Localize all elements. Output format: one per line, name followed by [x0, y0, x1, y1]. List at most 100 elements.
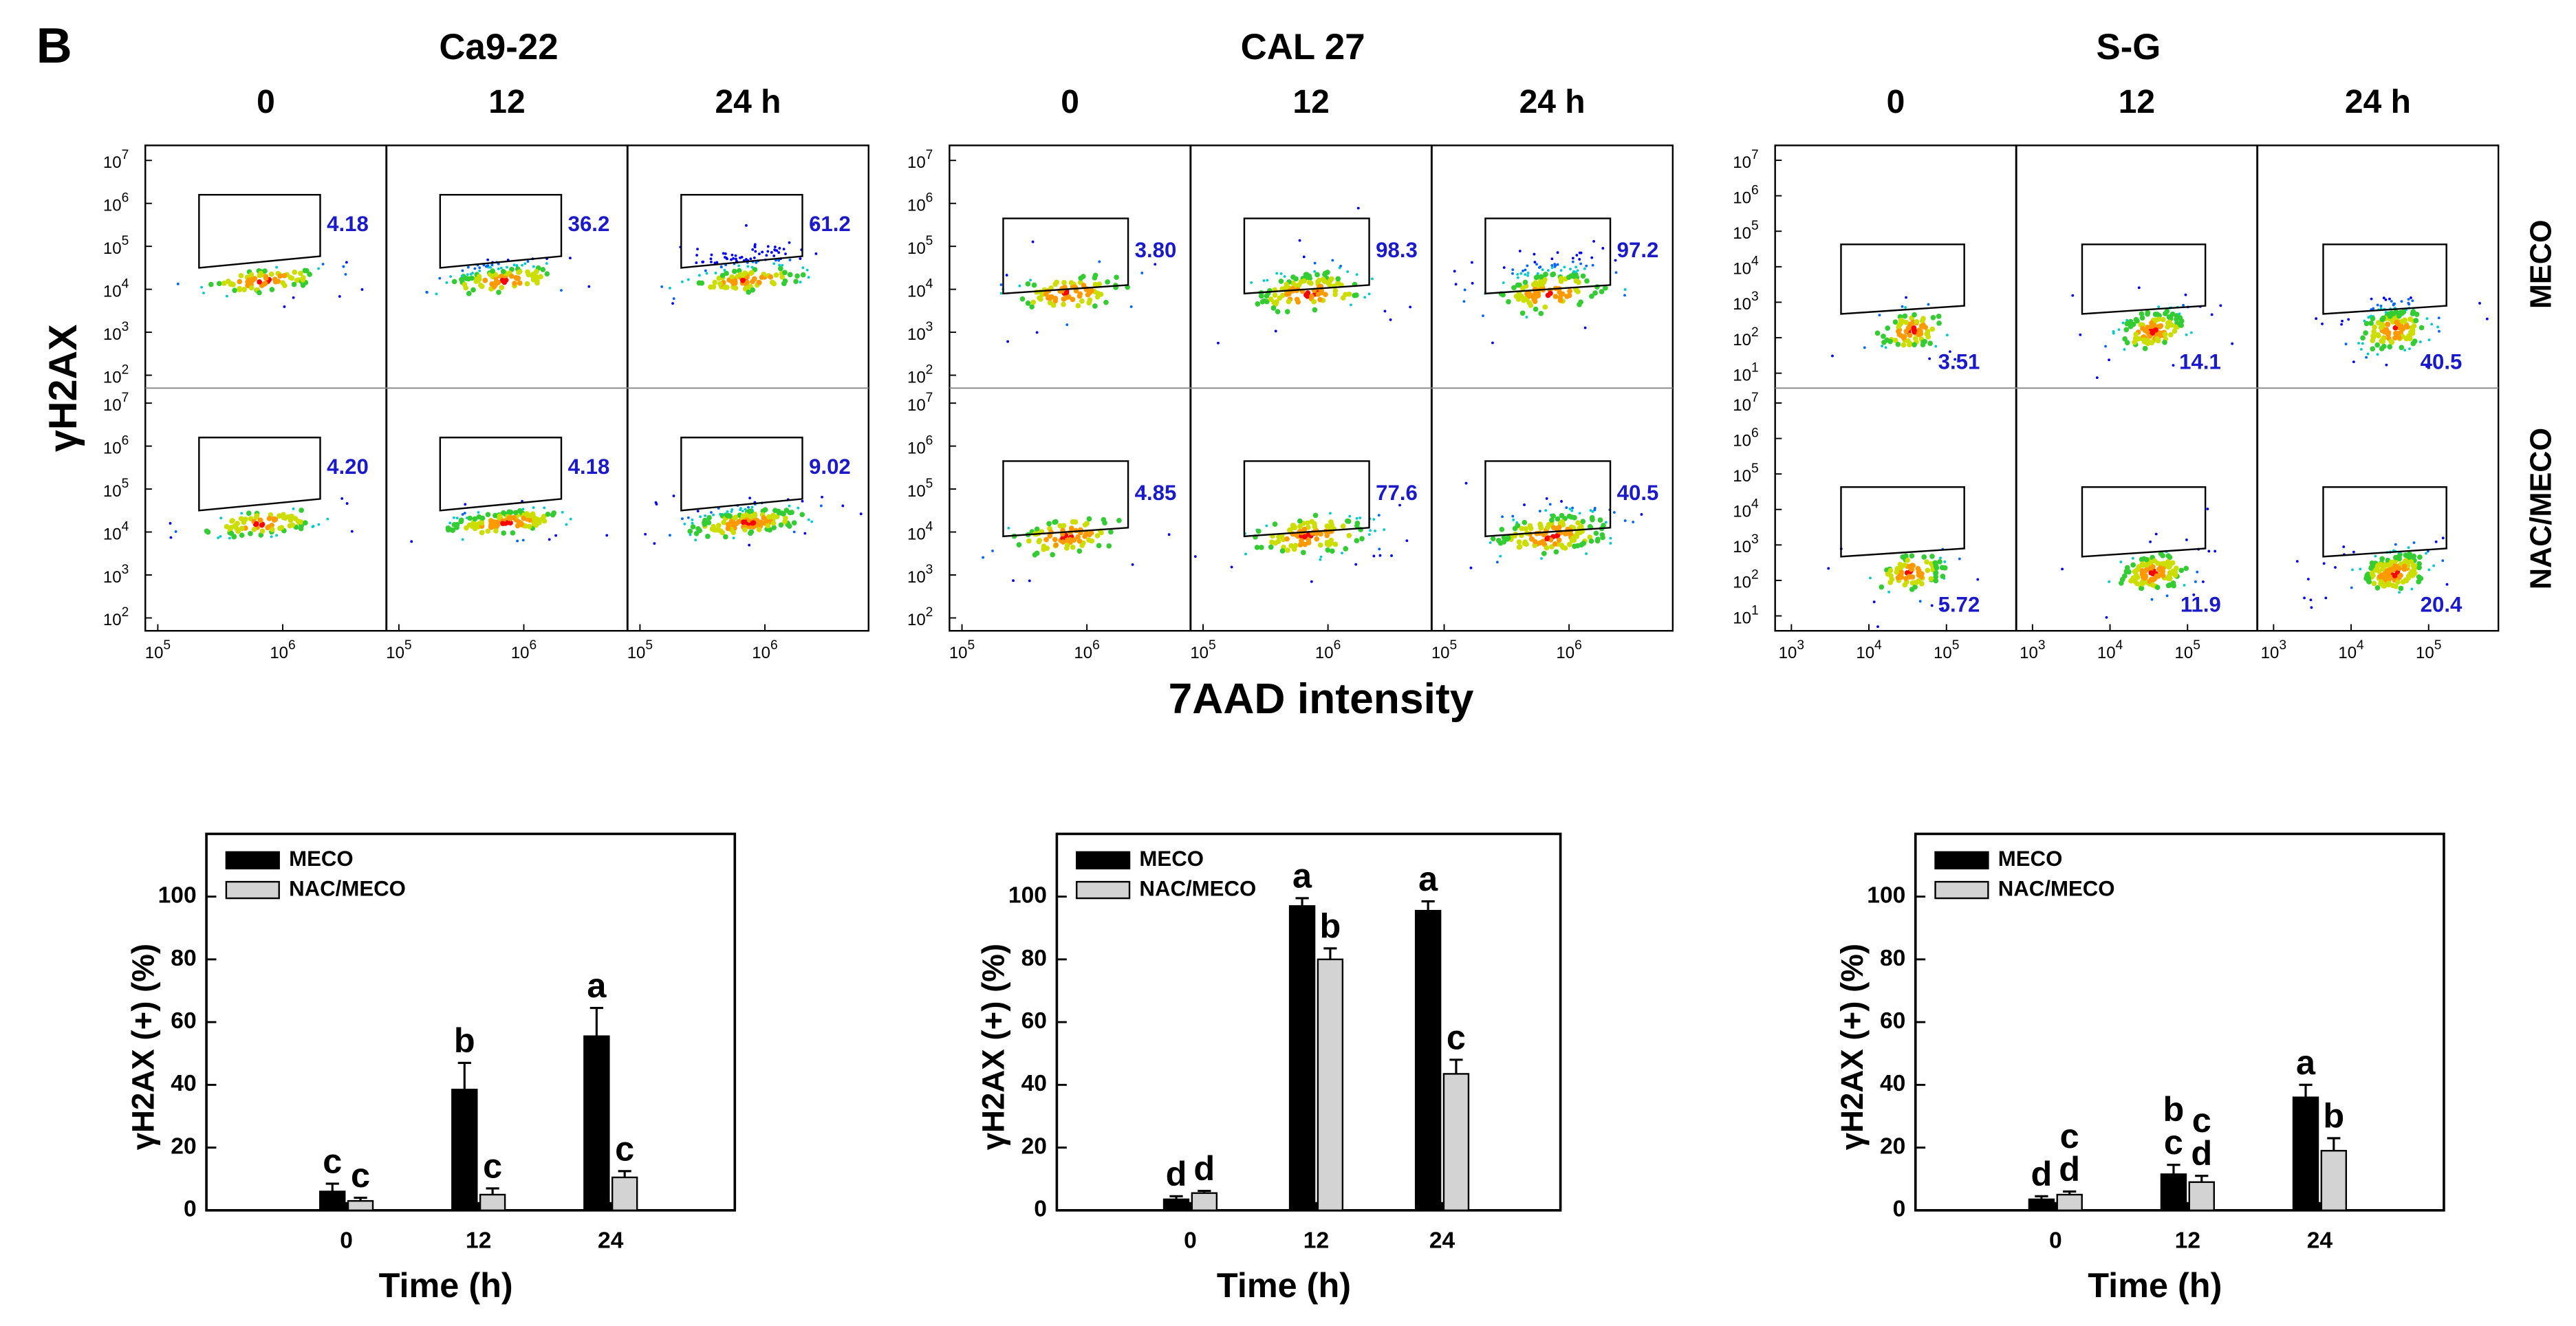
event-dot [534, 280, 540, 286]
event-dot [723, 268, 726, 272]
tick-exponent: 4 [2357, 638, 2364, 653]
tick-base: 10 [103, 197, 122, 215]
event-dot [2164, 308, 2170, 314]
event-dot [2395, 321, 2401, 327]
event-dot [1575, 289, 1581, 294]
event-dot [1536, 272, 1539, 275]
event-dot [2183, 565, 2189, 572]
event-dot [1575, 254, 1579, 257]
event-dot [2359, 567, 2362, 571]
event-dot [1525, 316, 1528, 318]
event-dot [438, 276, 442, 280]
event-dot [2382, 296, 2385, 300]
event-dot [476, 514, 482, 520]
event-dot [2162, 332, 2168, 337]
event-dot [767, 527, 773, 533]
event-dot [1522, 279, 1528, 285]
event-dot [1556, 537, 1562, 543]
event-dot [1018, 284, 1021, 287]
event-dot [1550, 525, 1557, 530]
event-dot [486, 264, 490, 268]
event-dot [1501, 534, 1507, 541]
event-dot [258, 270, 263, 276]
event-dot [1031, 240, 1035, 243]
y-tick-label: 103 [1733, 532, 1758, 556]
event-dot [317, 523, 321, 526]
event-dot [2388, 297, 2391, 301]
event-dot [2398, 585, 2404, 591]
y-tick-label: 104 [1733, 497, 1759, 521]
tick-exponent: 5 [968, 638, 975, 653]
event-dot [478, 266, 481, 270]
y-tick-label: 107 [103, 148, 129, 172]
event-dot [1522, 296, 1527, 301]
event-dot [752, 276, 757, 282]
event-dot [1355, 517, 1359, 520]
event-dot [1272, 521, 1278, 527]
event-dot [2441, 559, 2445, 563]
event-dot [2436, 325, 2439, 329]
tick-exponent: 3 [926, 563, 933, 577]
event-dot [2377, 574, 2383, 580]
event-dot [2174, 316, 2179, 323]
tick-base: 10 [103, 525, 122, 544]
event-dot [2133, 337, 2139, 343]
event-dot [1029, 304, 1035, 310]
event-dot [1550, 257, 1554, 261]
y-tick-label: 103 [907, 320, 933, 344]
event-dot [2142, 345, 2148, 351]
event-dot [289, 513, 294, 519]
x-tick-label: 104 [2097, 638, 2123, 662]
event-dot [1378, 547, 1381, 551]
legend-label: MECO [289, 847, 354, 871]
event-dot [1061, 280, 1067, 285]
event-dot [1324, 539, 1330, 545]
event-dot [2156, 567, 2163, 573]
event-dot [1577, 530, 1583, 536]
error-bar [2327, 1137, 2341, 1151]
event-dot [2169, 311, 2176, 317]
event-dot [719, 265, 723, 269]
event-dot [1511, 285, 1517, 291]
bar [2160, 1173, 2187, 1212]
event-dot [1827, 567, 1830, 570]
event-dot [2167, 582, 2173, 588]
event-dot [754, 250, 757, 253]
event-dot [2366, 352, 2370, 356]
tick-base: 10 [1733, 367, 1751, 385]
event-dot [340, 497, 344, 500]
event-dot [2392, 573, 2398, 578]
event-dot [541, 518, 548, 524]
bar [319, 1191, 346, 1212]
event-dot [1571, 257, 1574, 260]
event-dot [275, 265, 279, 269]
event-dot [672, 494, 675, 497]
event-dot [2381, 315, 2386, 321]
event-dot [1277, 295, 1283, 301]
y-tick-label: 102 [103, 605, 129, 629]
event-dot [2134, 318, 2140, 324]
event-dot [532, 265, 535, 268]
event-dot [1556, 251, 1559, 254]
event-dot [1325, 547, 1331, 553]
event-dot [782, 278, 788, 284]
event-dot [1937, 558, 1942, 565]
event-dot [268, 271, 274, 277]
event-dot [1898, 332, 1903, 338]
event-dot [784, 252, 787, 256]
event-dot [1324, 523, 1330, 529]
gate-percent: 4.18 [568, 455, 610, 479]
event-dot [1920, 323, 1927, 329]
event-dot [1341, 552, 1343, 555]
event-dot [1559, 269, 1563, 272]
event-dot [782, 270, 788, 276]
event-dot [425, 290, 429, 294]
tick-exponent: 5 [926, 234, 933, 248]
event-dot [782, 248, 786, 251]
y-tick-label: 106 [103, 433, 129, 457]
tick-base: 10 [1733, 503, 1751, 521]
event-dot [1129, 305, 1133, 308]
event-dot [1471, 281, 1474, 285]
event-dot [560, 289, 563, 292]
event-dot [2425, 365, 2429, 368]
